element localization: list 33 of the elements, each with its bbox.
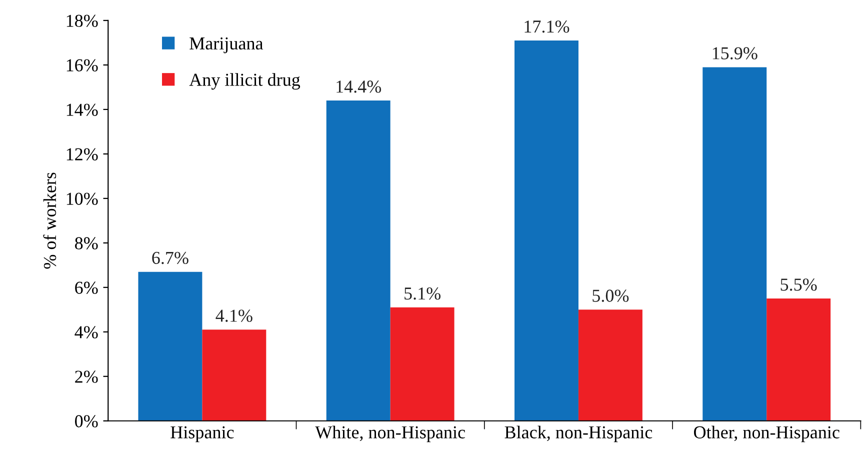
data-label: 6.7% xyxy=(152,252,188,264)
y-tick-label: 12% xyxy=(66,148,98,160)
x-tick-label: White, non-Hispanic xyxy=(315,426,465,442)
y-tick-label: 16% xyxy=(66,59,98,72)
y-tick-label: 6% xyxy=(75,282,98,294)
data-label: 5.5% xyxy=(780,278,817,291)
bar xyxy=(138,272,202,421)
y-tick-label: 10% xyxy=(66,192,98,205)
x-tick-label: Black, non-Hispanic xyxy=(504,426,652,442)
bar xyxy=(390,307,454,421)
data-label: 14.4% xyxy=(336,80,382,93)
bar xyxy=(766,298,831,421)
data-label: 5.1% xyxy=(404,287,441,300)
y-tick-label: 0% xyxy=(75,415,98,428)
bar xyxy=(578,310,642,421)
data-label: 4.1% xyxy=(216,310,252,322)
bar xyxy=(202,330,266,421)
legend-label: Marijuana xyxy=(190,37,264,54)
y-tick-label: 4% xyxy=(74,326,98,338)
y-tick-label: 18% xyxy=(66,14,98,27)
data-label: 17.1% xyxy=(524,20,570,33)
y-tick-label: 14% xyxy=(66,104,98,116)
bar xyxy=(326,100,390,421)
bar xyxy=(702,67,767,421)
y-tick-label: 2% xyxy=(75,370,98,383)
y-axis-title: % of workers xyxy=(43,172,56,269)
bar xyxy=(514,40,578,421)
x-tick-label: Hispanic xyxy=(170,426,234,442)
y-tick-label: 8% xyxy=(75,237,98,250)
data-label: 5.0% xyxy=(592,290,629,302)
legend-label: Any illicit drug xyxy=(189,73,300,90)
x-tick-label: Other, non-Hispanic xyxy=(694,426,840,442)
data-label: 15.9% xyxy=(712,47,758,60)
